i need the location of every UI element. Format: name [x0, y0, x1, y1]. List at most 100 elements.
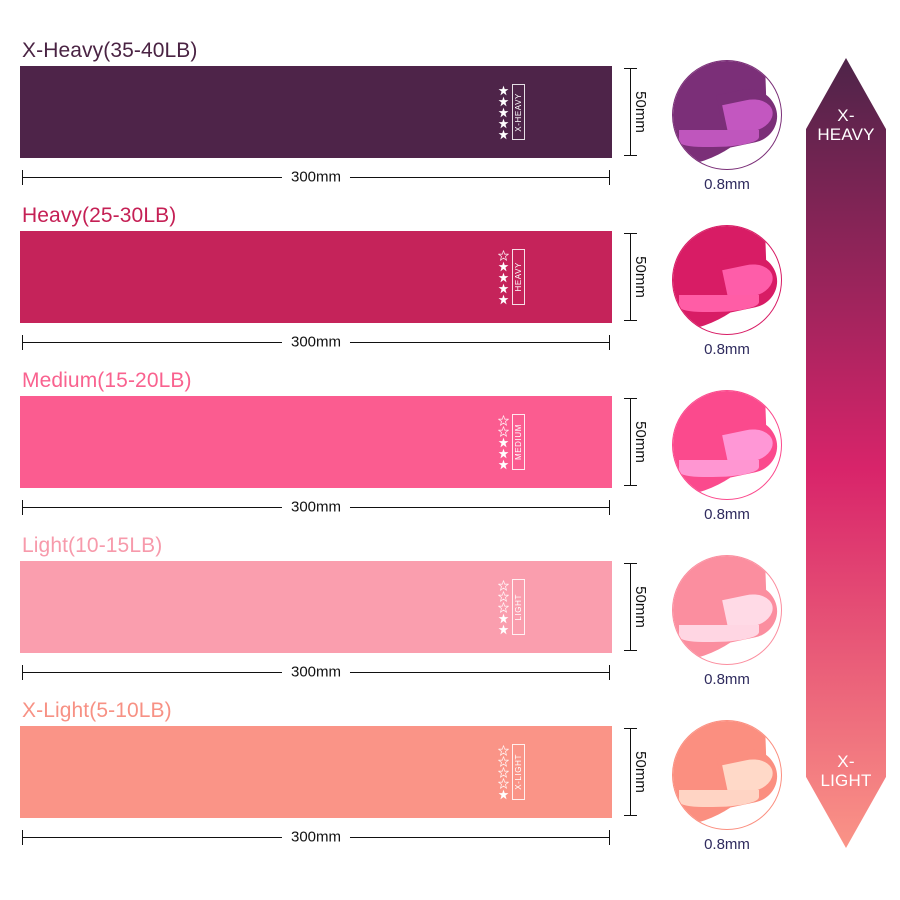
dimension-tick-left [22, 830, 23, 845]
star-outline-icon [498, 425, 509, 437]
band-level-tag: MEDIUM [512, 414, 525, 470]
thickness-photo-circle [672, 60, 782, 170]
star-outline-icon [498, 590, 509, 602]
band-marking: HEAVY [498, 239, 525, 315]
star-filled-icon [498, 129, 509, 139]
band-edge [679, 625, 760, 643]
dimension-tick-right [609, 665, 610, 680]
star-filled-icon [498, 261, 509, 271]
band-level-tag-label: HEAVY [513, 262, 523, 292]
band-marking: X-HEAVY [498, 74, 525, 150]
dimension-tick-bottom [624, 320, 637, 321]
star-filled-icon [498, 789, 509, 799]
arrow-gradient-body [806, 58, 886, 848]
arrow-bottom-label-line1: X- [837, 751, 855, 771]
thickness-photo-circle [672, 555, 782, 665]
height-dimension: 50mm [622, 561, 656, 653]
band-title: X-Heavy(35-40LB) [22, 39, 198, 62]
band-swatch: X-LIGHT [20, 726, 612, 818]
dimension-tick-bottom [624, 815, 637, 816]
width-dimension-label: 300mm [281, 664, 351, 680]
width-dimension: 300mm [20, 663, 612, 681]
band-level-tag: X-LIGHT [512, 744, 525, 800]
band-swatch: LIGHT [20, 561, 612, 653]
strength-scale-arrow: X- HEAVY X- LIGHT [806, 58, 886, 848]
band-level-tag: X-HEAVY [512, 84, 525, 140]
thickness-cell: 0.8mm [666, 555, 788, 687]
folded-band-illustration [673, 391, 781, 499]
star-outline-icon [498, 579, 509, 591]
folded-band-illustration [673, 556, 781, 664]
star-filled-icon [498, 118, 509, 128]
thickness-photo-circle [672, 720, 782, 830]
star-filled-icon [498, 283, 509, 293]
dimension-tick-left [22, 335, 23, 350]
height-dimension: 50mm [622, 726, 656, 818]
dimension-tick-right [609, 170, 610, 185]
band-edge [679, 460, 760, 478]
height-dimension-label: 50mm [632, 417, 649, 467]
star-filled-icon [498, 437, 509, 447]
thickness-label: 0.8mm [704, 176, 750, 193]
star-filled-icon [498, 85, 509, 95]
thickness-cell: 0.8mm [666, 225, 788, 357]
folded-band-illustration [673, 721, 781, 829]
star-rating [498, 75, 509, 149]
dimension-line-vertical [630, 563, 631, 651]
band-marking: LIGHT [498, 569, 525, 645]
width-dimension-label: 300mm [281, 499, 351, 515]
dimension-line-vertical [630, 233, 631, 321]
arrow-top-label-line1: X- [837, 106, 855, 125]
star-outline-icon [498, 766, 509, 778]
thickness-cell: 0.8mm [666, 720, 788, 852]
dimension-tick-right [609, 500, 610, 515]
band-swatch: MEDIUM [20, 396, 612, 488]
star-outline-icon [498, 601, 509, 613]
height-dimension: 50mm [622, 396, 656, 488]
thickness-photo-circle [672, 225, 782, 335]
dimension-tick-bottom [624, 485, 637, 486]
width-dimension: 300mm [20, 168, 612, 186]
dimension-tick-left [22, 170, 23, 185]
height-dimension: 50mm [622, 66, 656, 158]
band-title: Medium(15-20LB) [22, 369, 192, 392]
band-level-tag-label: MEDIUM [513, 423, 523, 461]
arrow-top-label: X- HEAVY [806, 106, 886, 144]
band-edge [679, 130, 760, 148]
dimension-tick-right [609, 335, 610, 350]
band-level-tag-label: X-LIGHT [513, 754, 523, 790]
band-level-tag: LIGHT [512, 579, 525, 635]
height-dimension-label: 50mm [632, 87, 649, 137]
star-filled-icon [498, 107, 509, 117]
width-dimension-label: 300mm [281, 334, 351, 350]
star-filled-icon [498, 272, 509, 282]
dimension-line-vertical [630, 398, 631, 486]
star-filled-icon [498, 96, 509, 106]
width-dimension-label: 300mm [281, 169, 351, 185]
dimension-line-vertical [630, 68, 631, 156]
arrow-bottom-label-line2: LIGHT [820, 770, 872, 790]
dimension-tick-left [22, 500, 23, 515]
thickness-cell: 0.8mm [666, 390, 788, 522]
dimension-tick-bottom [624, 650, 637, 651]
band-edge [679, 295, 760, 313]
thickness-label: 0.8mm [704, 341, 750, 358]
height-dimension: 50mm [622, 231, 656, 323]
star-outline-icon [498, 414, 509, 426]
star-filled-icon [498, 613, 509, 623]
width-dimension: 300mm [20, 333, 612, 351]
width-dimension-label: 300mm [281, 829, 351, 845]
width-dimension: 300mm [20, 828, 612, 846]
star-filled-icon [498, 624, 509, 634]
arrow-top-label-line2: HEAVY [817, 125, 875, 145]
folded-band-illustration [673, 226, 781, 334]
star-outline-icon [498, 777, 509, 789]
star-filled-icon [498, 448, 509, 458]
star-outline-icon [498, 744, 509, 756]
dimension-line-vertical [630, 728, 631, 816]
thickness-label: 0.8mm [704, 836, 750, 853]
band-level-tag-label: LIGHT [513, 593, 523, 621]
band-swatch: HEAVY [20, 231, 612, 323]
height-dimension-label: 50mm [632, 252, 649, 302]
star-rating [498, 240, 509, 314]
